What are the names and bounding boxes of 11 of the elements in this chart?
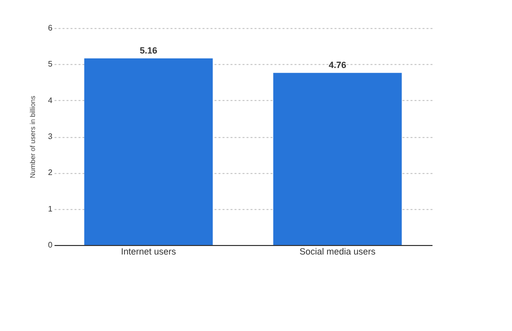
- y-tick-label: 1: [48, 204, 54, 214]
- x-tick-label: Internet users: [120, 246, 177, 256]
- data-label: 5.16: [140, 45, 158, 56]
- y-tick-label: 5: [48, 60, 54, 69]
- y-tick-label: 3: [48, 132, 54, 141]
- data-label: 4.76: [328, 60, 346, 70]
- x-tick-label: Social media users: [299, 246, 376, 256]
- y-tick-label: 2: [48, 168, 54, 178]
- y-tick-label: 6: [48, 24, 54, 32]
- y-tick-label: 4: [48, 96, 54, 105]
- y-tick-label: 0: [48, 240, 54, 250]
